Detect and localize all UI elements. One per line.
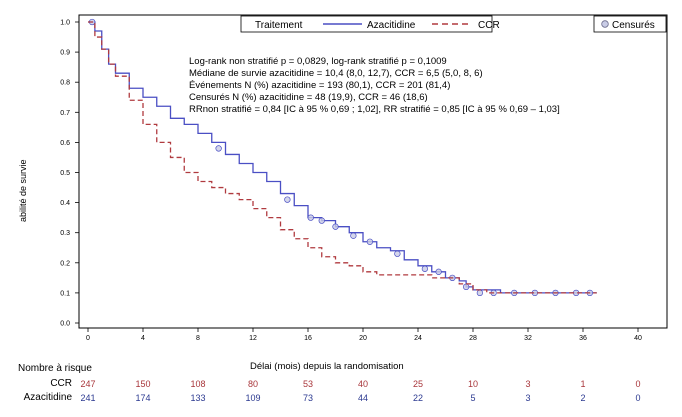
- risk-count: 133: [190, 393, 206, 403]
- x-tick-label: 40: [634, 335, 642, 342]
- risk-count: 241: [80, 393, 96, 403]
- y-axis: 0.0 0.1 0.2 0.3 0.4 0.5 0.6 0.7 0.8 0.9 1.0: [60, 20, 79, 328]
- risk-count: 109: [245, 393, 261, 403]
- risk-count: 247: [80, 379, 96, 389]
- risk-count: 1: [580, 379, 586, 389]
- censored-marker: [332, 223, 339, 230]
- risk-count: 150: [135, 379, 151, 389]
- censored-marker: [435, 268, 442, 275]
- y-tick-label: 0.3: [60, 230, 70, 237]
- censored-marker: [350, 232, 357, 239]
- series-layer: [88, 18, 597, 297]
- legend-censored-label: Censurés: [612, 20, 655, 31]
- risk-count: 53: [302, 379, 313, 389]
- risk-count: 108: [190, 379, 206, 389]
- censored-marker: [284, 196, 291, 203]
- x-axis-label: Délai (mois) depuis la randomisation: [250, 361, 404, 372]
- x-tick-label: 0: [86, 335, 90, 342]
- risk-row-label: Azacitidine: [23, 392, 72, 403]
- y-tick-label: 0.8: [60, 80, 70, 87]
- x-axis: 0 4 8 12 16 20 24 28 32 36 40: [86, 328, 642, 342]
- risk-count: 174: [135, 393, 151, 403]
- legend-azacitidine-label: Azacitidine: [367, 20, 416, 31]
- annotation-line: RRnon stratifié = 0,84 [IC à 95 % 0,69 ;…: [189, 104, 560, 115]
- risk-count: 0: [635, 379, 641, 389]
- censored-marker: [318, 217, 325, 224]
- y-tick-label: 1.0: [60, 20, 70, 27]
- y-tick-label: 0.9: [60, 50, 70, 57]
- y-tick-label: 0.4: [60, 200, 70, 207]
- plot-frame: [78, 14, 668, 329]
- risk-count: 22: [412, 393, 423, 403]
- x-tick-label: 32: [524, 335, 532, 342]
- risk-count: 2: [580, 393, 586, 403]
- y-tick-label: 0.0: [60, 321, 70, 328]
- x-tick-label: 28: [469, 335, 477, 342]
- censored-marker: [394, 250, 401, 257]
- series-line-ccr: [88, 21, 597, 294]
- y-tick-label: 0.2: [60, 260, 70, 267]
- risk-count: 0: [635, 393, 641, 403]
- risk-count: 5: [470, 393, 476, 403]
- x-tick-label: 24: [414, 335, 422, 342]
- legend-title: Traitement: [255, 20, 303, 31]
- legend-ccr-label: CCR: [478, 20, 500, 31]
- risk-count: 80: [247, 379, 258, 389]
- risk-count: 73: [302, 393, 313, 403]
- annotation-line: Censurés N (%) azacitidine = 48 (19,9), …: [189, 92, 428, 103]
- x-tick-label: 20: [359, 335, 367, 342]
- risk-count: 10: [467, 379, 478, 389]
- x-tick-label: 36: [579, 335, 587, 342]
- risk-count: 3: [525, 393, 531, 403]
- risk-row-label: CCR: [50, 378, 72, 389]
- risk-count: 25: [412, 379, 423, 389]
- censored-marker: [366, 238, 374, 245]
- legend: Traitement Azacitidine CCR Censurés: [240, 15, 667, 33]
- risk-table-title: Nombre à risque: [18, 363, 92, 374]
- x-tick-label: 8: [196, 335, 200, 342]
- censored-marker: [476, 289, 484, 297]
- y-axis-label: abilité de survie: [18, 159, 28, 222]
- annotation-line: Médiane de survie azacitidine = 10,4 (8,…: [189, 68, 483, 79]
- censored-marker: [307, 214, 314, 221]
- y-tick-label: 0.7: [60, 110, 70, 117]
- y-tick-label: 0.5: [60, 170, 70, 177]
- annotation-line: Log-rank non stratifié p = 0,0829, log-r…: [189, 56, 447, 67]
- risk-count: 40: [357, 379, 368, 389]
- legend-censored-box: [593, 15, 667, 33]
- x-tick-label: 12: [249, 335, 257, 342]
- annotations: Log-rank non stratifié p = 0,0829, log-r…: [189, 56, 560, 115]
- risk-count: 3: [525, 379, 531, 389]
- annotation-line: Événements N (%) azacitidine = 193 (80,1…: [189, 80, 450, 91]
- y-tick-label: 0.1: [60, 290, 70, 297]
- censored-marker: [421, 265, 429, 272]
- x-tick-label: 16: [304, 335, 312, 342]
- x-tick-label: 4: [141, 335, 145, 342]
- risk-count: 44: [357, 393, 368, 403]
- censored-marker: [462, 283, 470, 291]
- legend-censored-marker: [601, 20, 609, 28]
- censored-marker: [215, 145, 222, 152]
- legend-box: [240, 15, 493, 33]
- y-tick-label: 0.6: [60, 140, 70, 147]
